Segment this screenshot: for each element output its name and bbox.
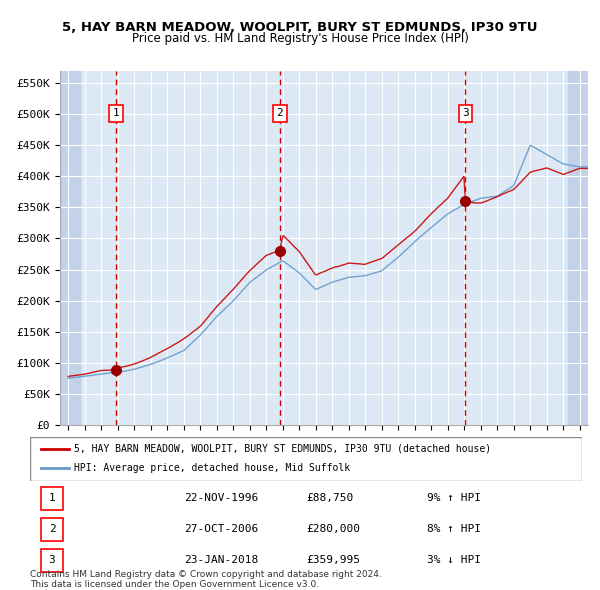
Text: 2: 2 [277, 109, 283, 118]
Text: 8% ↑ HPI: 8% ↑ HPI [427, 525, 481, 534]
Text: 9% ↑ HPI: 9% ↑ HPI [427, 493, 481, 503]
Bar [568, 71, 588, 425]
Text: 5, HAY BARN MEADOW, WOOLPIT, BURY ST EDMUNDS, IP30 9TU (detached house): 5, HAY BARN MEADOW, WOOLPIT, BURY ST EDM… [74, 444, 491, 454]
FancyBboxPatch shape [41, 487, 63, 510]
Text: 3% ↓ HPI: 3% ↓ HPI [427, 555, 481, 565]
Text: 1: 1 [49, 493, 55, 503]
Bar [60, 71, 80, 425]
Text: 22-NOV-1996: 22-NOV-1996 [185, 493, 259, 503]
Text: £359,995: £359,995 [306, 555, 360, 565]
Bar [60, 71, 80, 425]
Bar [568, 71, 588, 425]
Text: 3: 3 [49, 555, 55, 565]
Text: £88,750: £88,750 [306, 493, 353, 503]
Text: 2: 2 [49, 525, 55, 534]
Text: 5, HAY BARN MEADOW, WOOLPIT, BURY ST EDMUNDS, IP30 9TU: 5, HAY BARN MEADOW, WOOLPIT, BURY ST EDM… [62, 21, 538, 34]
Text: 3: 3 [462, 109, 469, 118]
Text: £280,000: £280,000 [306, 525, 360, 534]
FancyBboxPatch shape [41, 549, 63, 572]
Text: Contains HM Land Registry data © Crown copyright and database right 2024.
This d: Contains HM Land Registry data © Crown c… [30, 570, 382, 589]
Text: 27-OCT-2006: 27-OCT-2006 [185, 525, 259, 534]
FancyBboxPatch shape [30, 437, 582, 481]
Text: HPI: Average price, detached house, Mid Suffolk: HPI: Average price, detached house, Mid … [74, 464, 350, 473]
Text: Price paid vs. HM Land Registry's House Price Index (HPI): Price paid vs. HM Land Registry's House … [131, 32, 469, 45]
Text: 1: 1 [113, 109, 119, 118]
Text: 23-JAN-2018: 23-JAN-2018 [185, 555, 259, 565]
FancyBboxPatch shape [41, 518, 63, 540]
